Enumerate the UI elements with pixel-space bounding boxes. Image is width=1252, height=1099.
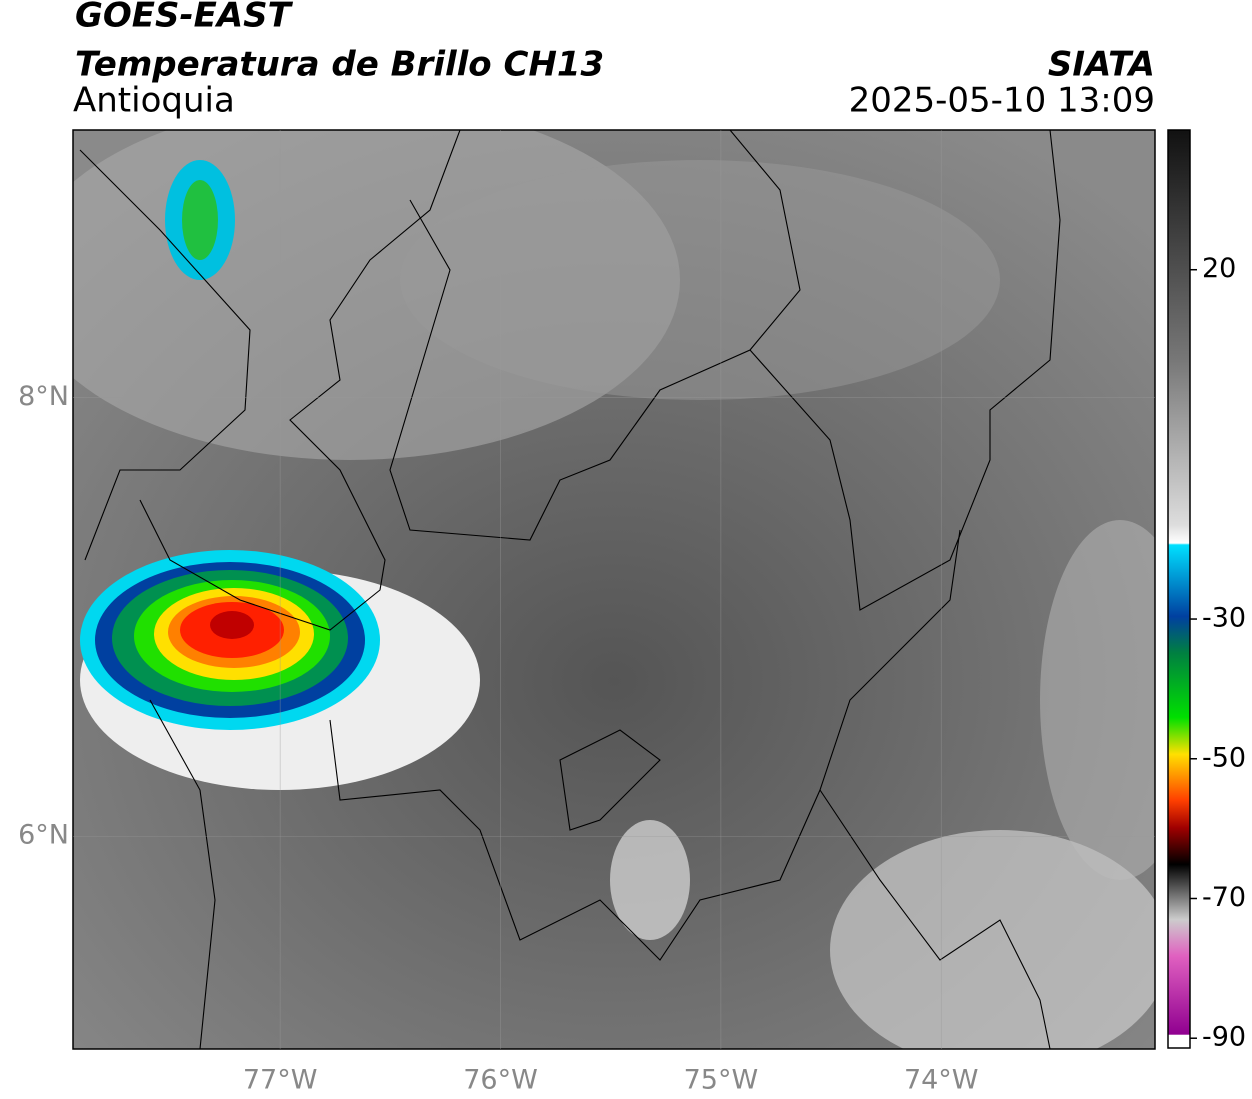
colorbar [1167, 129, 1191, 1049]
colorbar-tick-label: -90 [1202, 1022, 1246, 1053]
region: Antioquia [73, 81, 235, 121]
x-tick-label: 76°W [463, 1065, 538, 1096]
x-tick-label: 75°W [684, 1065, 759, 1096]
map [73, 130, 1155, 1049]
colorbar-tick-label: -50 [1202, 742, 1246, 773]
datetime: 2025-05-10 13:09 [849, 81, 1155, 121]
y-tick-label: 6°N [18, 820, 69, 851]
colorbar-tick-label: -30 [1202, 603, 1246, 634]
colorbar-tick-label: 20 [1202, 253, 1236, 284]
colorbar-tick-label: -70 [1202, 882, 1246, 913]
title: GOES-EAST [75, 0, 294, 36]
subtitle: Temperatura de Brillo CH13 [75, 45, 604, 85]
map-frame [72, 129, 1156, 1050]
source: SIATA [1048, 45, 1155, 85]
x-tick-label: 77°W [243, 1065, 318, 1096]
x-tick-label: 74°W [904, 1065, 979, 1096]
y-tick-label: 8°N [18, 381, 69, 412]
